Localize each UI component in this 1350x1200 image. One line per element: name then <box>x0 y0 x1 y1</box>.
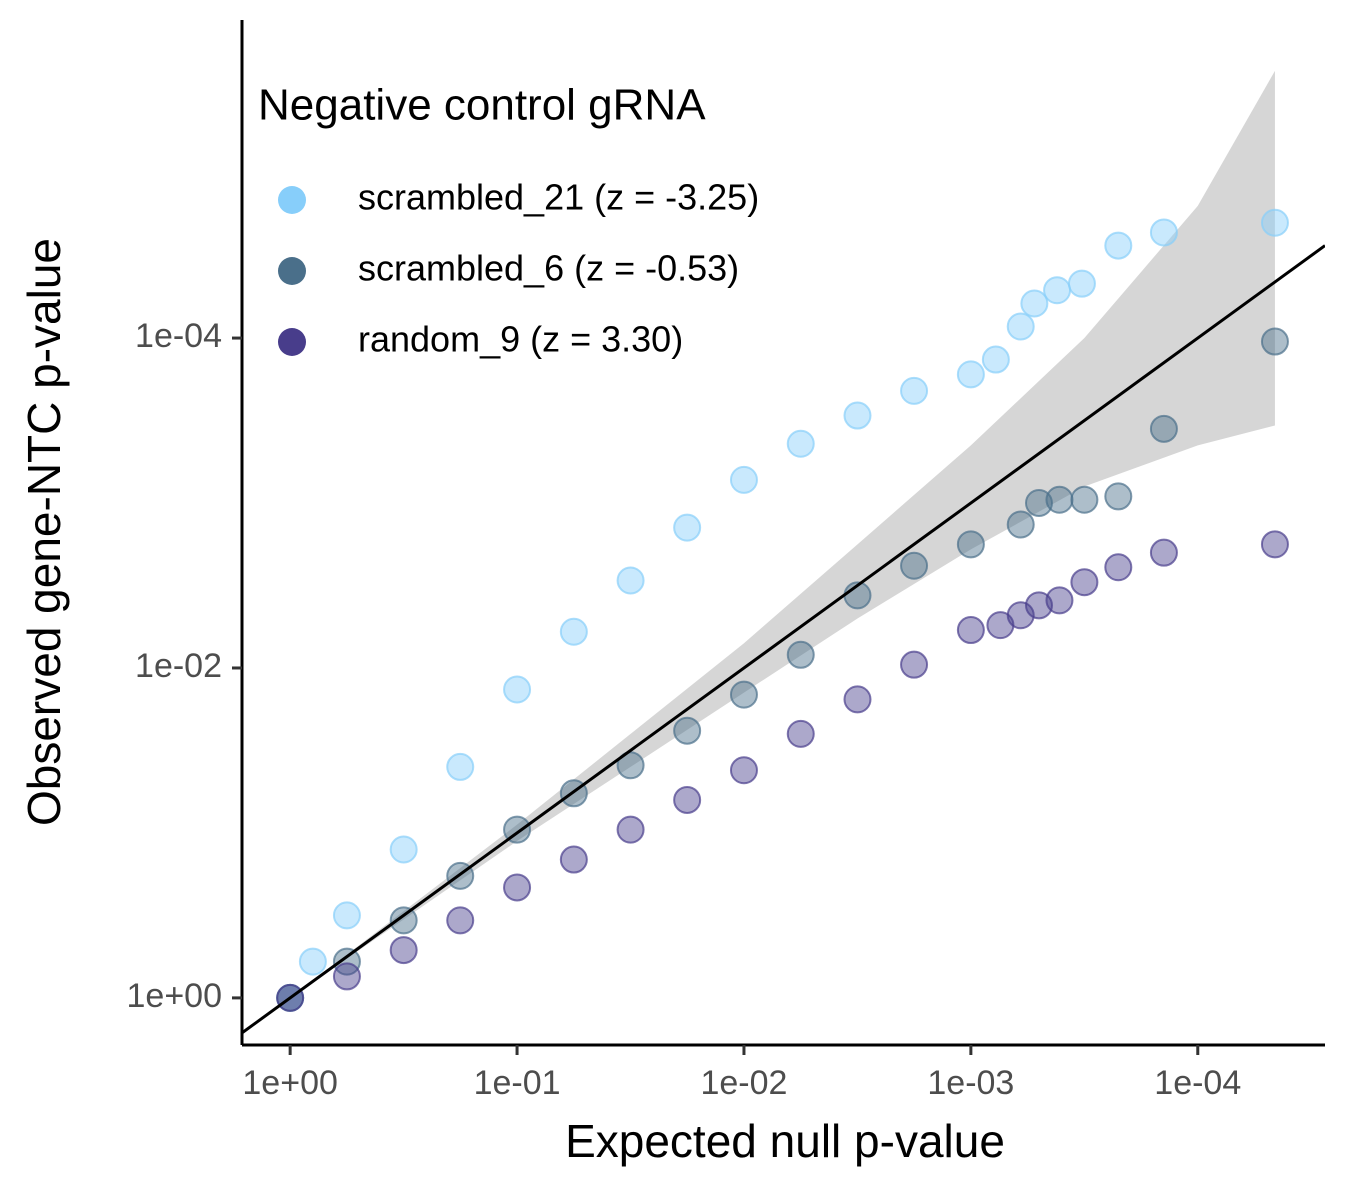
data-point <box>1260 530 1289 559</box>
data-point <box>503 675 532 704</box>
data-point <box>900 650 929 679</box>
data-point <box>332 962 361 991</box>
x-tick-label: 1e-02 <box>700 1064 787 1102</box>
data-point <box>332 947 361 976</box>
data-point <box>1045 485 1074 514</box>
data-point <box>1149 218 1178 247</box>
data-point <box>673 513 702 542</box>
data-point <box>1067 269 1096 298</box>
legend-marker <box>278 257 306 285</box>
data-point <box>1045 586 1074 615</box>
data-point <box>1070 568 1099 597</box>
legend: Negative control gRNA scrambled_21 (z = … <box>258 81 759 360</box>
data-point <box>786 640 815 669</box>
data-point <box>389 835 418 864</box>
data-point <box>446 906 475 935</box>
data-point <box>1043 276 1072 305</box>
data-point <box>673 785 702 814</box>
data-point <box>786 719 815 748</box>
data-point <box>729 680 758 709</box>
data-point <box>786 429 815 458</box>
identity-line <box>242 244 1325 1035</box>
data-point <box>1149 414 1178 443</box>
data-point <box>1024 591 1053 620</box>
data-point <box>843 401 872 430</box>
y-axis-title: Observed gene-NTC p-value <box>18 238 70 826</box>
data-point <box>843 685 872 714</box>
legend-title: Negative control gRNA <box>258 81 706 130</box>
data-point <box>1104 231 1133 260</box>
data-point <box>389 936 418 965</box>
data-point <box>1104 553 1133 582</box>
data-point <box>1020 289 1049 318</box>
legend-marker <box>278 186 306 214</box>
data-point <box>729 756 758 785</box>
data-point <box>900 376 929 405</box>
data-point <box>981 345 1010 374</box>
data-point <box>900 551 929 580</box>
data-point <box>616 751 645 780</box>
x-tick-label: 1e-04 <box>1154 1064 1241 1102</box>
data-point <box>1006 510 1035 539</box>
x-tick-label: 1e+00 <box>242 1064 338 1102</box>
legend-label: scrambled_21 (z = -3.25) <box>358 177 759 218</box>
data-point <box>956 530 985 559</box>
y-tick-label: 1e-04 <box>135 317 222 355</box>
x-axis-title: Expected null p-value <box>565 1115 1005 1167</box>
data-point <box>1024 489 1053 518</box>
data-point <box>1149 538 1178 567</box>
data-point <box>1260 327 1289 356</box>
data-point <box>503 873 532 902</box>
data-point <box>616 815 645 844</box>
data-point <box>616 566 645 595</box>
data-point <box>389 906 418 935</box>
data-point <box>1104 482 1133 511</box>
data-point <box>332 901 361 930</box>
data-point <box>673 716 702 745</box>
x-tick-label: 1e-01 <box>474 1064 561 1102</box>
data-point <box>729 465 758 494</box>
x-tick-label: 1e-03 <box>927 1064 1014 1102</box>
plot-area <box>242 70 1325 1035</box>
legend-marker <box>278 328 306 356</box>
data-point <box>1006 312 1035 341</box>
legend-label: scrambled_6 (z = -0.53) <box>358 248 739 289</box>
data-point <box>559 617 588 646</box>
data-point <box>1070 485 1099 514</box>
data-point <box>1260 208 1289 237</box>
data-point <box>559 845 588 874</box>
data-point <box>446 752 475 781</box>
y-tick-label: 1e+00 <box>127 977 223 1015</box>
data-point <box>298 947 327 976</box>
data-point <box>956 360 985 389</box>
legend-label: random_9 (z = 3.30) <box>358 319 683 360</box>
y-tick-label: 1e-02 <box>135 647 222 685</box>
data-point <box>956 616 985 645</box>
